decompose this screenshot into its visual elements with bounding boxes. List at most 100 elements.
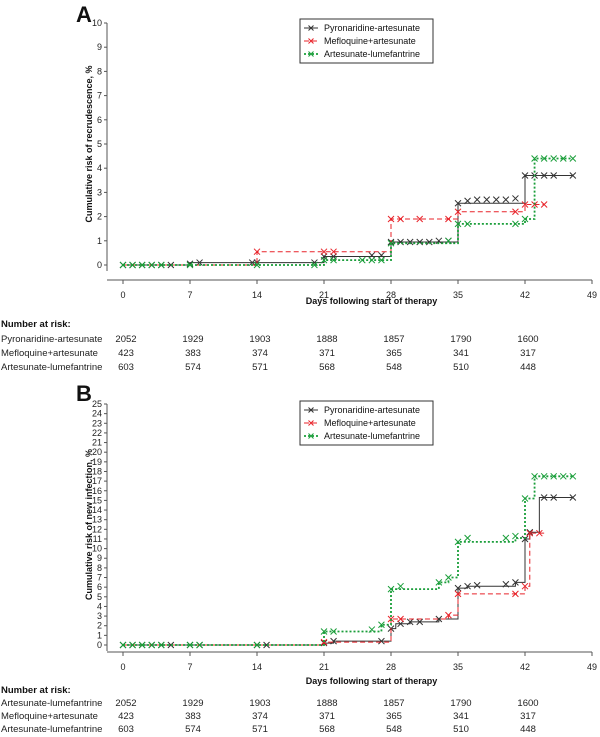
censor-mark [445, 574, 452, 581]
censor-mark [569, 494, 577, 501]
censor-mark [473, 581, 481, 589]
y-tick-label: 4 [97, 163, 102, 173]
censor-mark [536, 529, 543, 537]
censor-mark [512, 532, 519, 540]
censor-mark [502, 196, 510, 204]
censor-mark [378, 251, 385, 259]
censor-mark [445, 237, 452, 245]
x-tick-label: 7 [187, 662, 192, 672]
x-axis-title: Days following start of therapy [306, 296, 438, 306]
y-tick-label: 10 [92, 544, 102, 554]
censor-mark [253, 248, 261, 256]
censor-mark [550, 472, 558, 480]
censor-mark [397, 620, 404, 628]
number-at-risk-value: 574 [185, 362, 201, 373]
legend-entry: Mefloquine+artesunate [324, 36, 416, 46]
censor-mark [521, 495, 529, 502]
number-at-risk-label: Mefloquine+artesunate [1, 711, 98, 722]
censor-mark [320, 248, 328, 256]
legend-entry: Pyronaridine-artesunate [324, 405, 420, 415]
censor-mark [521, 201, 529, 208]
number-at-risk-value: 571 [252, 724, 268, 735]
censor-mark [186, 261, 194, 269]
censor-mark [526, 528, 534, 536]
censor-mark [521, 215, 529, 223]
censor-mark [464, 534, 471, 542]
censor-mark [119, 261, 127, 269]
x-tick-label: 14 [252, 662, 262, 672]
censor-mark [378, 637, 385, 645]
censor-mark [540, 172, 548, 179]
censor-mark [368, 251, 376, 259]
y-tick-label: 19 [92, 457, 102, 467]
censor-mark [406, 618, 414, 626]
censor-mark [416, 215, 424, 223]
y-tick-label: 0 [97, 640, 102, 650]
censor-mark [454, 220, 462, 228]
y-tick-label: 0 [97, 260, 102, 270]
number-at-risk-value: 603 [118, 724, 134, 735]
y-tick-label: 21 [92, 438, 102, 448]
number-at-risk-value: 1790 [450, 698, 471, 709]
y-tick-label: 25 [92, 399, 102, 409]
number-at-risk-value: 374 [252, 711, 268, 722]
series-line-mefloquine-artesunate [123, 532, 545, 646]
legend-marker [308, 420, 314, 426]
number-at-risk-value: 317 [520, 348, 536, 359]
x-tick-label: 42 [520, 662, 530, 672]
y-tick-label: 9 [97, 553, 102, 563]
number-at-risk-value: 1888 [316, 698, 337, 709]
censor-mark [263, 641, 270, 649]
censor-mark [454, 584, 462, 592]
censor-mark [358, 256, 366, 264]
y-tick-label: 2 [97, 212, 102, 222]
censor-mark [559, 155, 567, 162]
y-tick-label: 11 [93, 534, 102, 544]
censor-mark [540, 472, 548, 480]
number-at-risk-value: 1929 [182, 334, 203, 345]
censor-mark [550, 494, 558, 501]
panel-b-chart: 0123456789101112131415161718192021222324… [1, 399, 597, 735]
censor-mark [521, 535, 529, 543]
y-tick-label: 9 [97, 42, 102, 52]
censor-mark [157, 261, 165, 269]
number-at-risk-heading: Number at risk: [1, 319, 71, 330]
censor-mark [406, 238, 414, 246]
censor-mark [540, 155, 548, 162]
censor-mark [378, 621, 385, 629]
number-at-risk-label: Artesunate-lumefantrine [1, 362, 102, 373]
number-at-risk-value: 371 [319, 711, 335, 722]
censor-mark [129, 641, 136, 649]
censor-mark [378, 256, 385, 264]
censor-mark [320, 638, 328, 646]
censor-mark [454, 208, 462, 216]
x-axis-title: Days following start of therapy [306, 676, 438, 686]
legend-entry: Artesunate-lumefantrine [324, 431, 420, 441]
censor-mark [157, 641, 165, 649]
censor-mark [454, 199, 462, 207]
number-at-risk-value: 571 [252, 362, 268, 373]
y-tick-label: 17 [92, 476, 102, 486]
censor-mark [569, 155, 577, 162]
censor-mark [569, 172, 577, 179]
censor-mark [435, 578, 443, 586]
censor-mark [368, 626, 376, 633]
legend-entry: Artesunate-lumefantrine [324, 49, 420, 59]
number-at-risk-label: Artesunate-lumefantrine [1, 698, 102, 709]
censor-mark [387, 585, 395, 593]
number-at-risk-value: 423 [118, 711, 134, 722]
y-tick-label: 1 [97, 630, 102, 640]
series-line-pyronaridine-artesunate [123, 174, 573, 266]
number-at-risk-value: 448 [520, 724, 536, 735]
number-at-risk-value: 1857 [383, 698, 404, 709]
y-tick-label: 8 [97, 66, 102, 76]
number-at-risk-value: 374 [252, 348, 268, 359]
number-at-risk-value: 548 [386, 362, 402, 373]
censor-mark [129, 261, 136, 269]
censor-mark [253, 641, 261, 649]
legend-box [299, 18, 434, 64]
censor-mark [531, 472, 538, 480]
number-at-risk-value: 1903 [249, 334, 270, 345]
number-at-risk-value: 1600 [517, 334, 538, 345]
x-tick-label: 21 [319, 290, 329, 300]
